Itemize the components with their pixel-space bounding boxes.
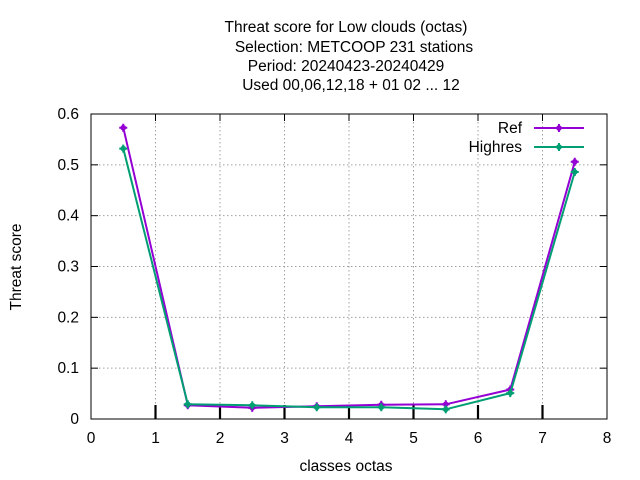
series-line bbox=[122, 127, 576, 409]
data-point bbox=[570, 157, 579, 166]
data-point bbox=[248, 401, 257, 410]
y-tick-label: 0.4 bbox=[57, 208, 79, 225]
legend-item-highres: Highres bbox=[469, 139, 584, 156]
legend: Ref Highres bbox=[469, 120, 584, 156]
y-tick-label: 0.1 bbox=[57, 360, 79, 377]
x-tick-label: 2 bbox=[216, 430, 225, 447]
title-line-4: Used 00,06,12,18 + 01 02 ... 12 bbox=[242, 77, 460, 94]
axis-ticks bbox=[90, 113, 608, 420]
legend-label: Ref bbox=[498, 120, 523, 137]
title-line-3: Period: 20240423-20240429 bbox=[248, 58, 445, 75]
y-tick-label: 0.6 bbox=[57, 106, 79, 123]
legend-label: Highres bbox=[469, 139, 523, 156]
data-point bbox=[377, 403, 386, 412]
data-point bbox=[119, 144, 128, 153]
y-tick-label: 0.3 bbox=[57, 259, 79, 276]
x-tick-label: 7 bbox=[538, 430, 547, 447]
title-line-1: Threat score for Low clouds (octas) bbox=[225, 19, 468, 36]
series-line bbox=[122, 148, 576, 411]
data-point bbox=[570, 167, 579, 176]
x-axis-label: classes octas bbox=[299, 458, 392, 475]
y-tick-label: 0 bbox=[70, 411, 79, 428]
x-tick-label: 5 bbox=[409, 430, 418, 447]
data-point bbox=[506, 389, 515, 398]
tick-labels: 0 0.1 0.2 0.3 0.4 0.5 0.6 0 1 2 3 4 5 6 7 8 bbox=[57, 106, 611, 447]
y-tick-label: 0.5 bbox=[57, 157, 79, 174]
y-axis-label: Threat score bbox=[8, 223, 25, 310]
y-tick-label: 0.2 bbox=[57, 309, 79, 326]
title-line-2: Selection: METCOOP 231 stations bbox=[235, 39, 474, 56]
legend-item-ref: Ref bbox=[498, 120, 584, 137]
legend-marker bbox=[555, 143, 563, 151]
x-tick-label: 8 bbox=[603, 430, 612, 447]
chart-title: Threat score for Low clouds (octas) Sele… bbox=[225, 19, 474, 94]
grid bbox=[91, 114, 607, 419]
x-tick-label: 4 bbox=[345, 430, 354, 447]
plot-frame bbox=[90, 113, 608, 420]
x-tick-label: 1 bbox=[151, 430, 160, 447]
legend-marker bbox=[555, 124, 563, 132]
x-tick-label: 3 bbox=[280, 430, 289, 447]
x-tick-label: 0 bbox=[87, 430, 96, 447]
data-point bbox=[441, 405, 450, 414]
series-highres bbox=[119, 144, 579, 414]
x-tick-label: 6 bbox=[474, 430, 483, 447]
data-point bbox=[119, 123, 128, 132]
data-point bbox=[312, 403, 321, 412]
series bbox=[119, 123, 579, 414]
data-point bbox=[183, 400, 192, 409]
